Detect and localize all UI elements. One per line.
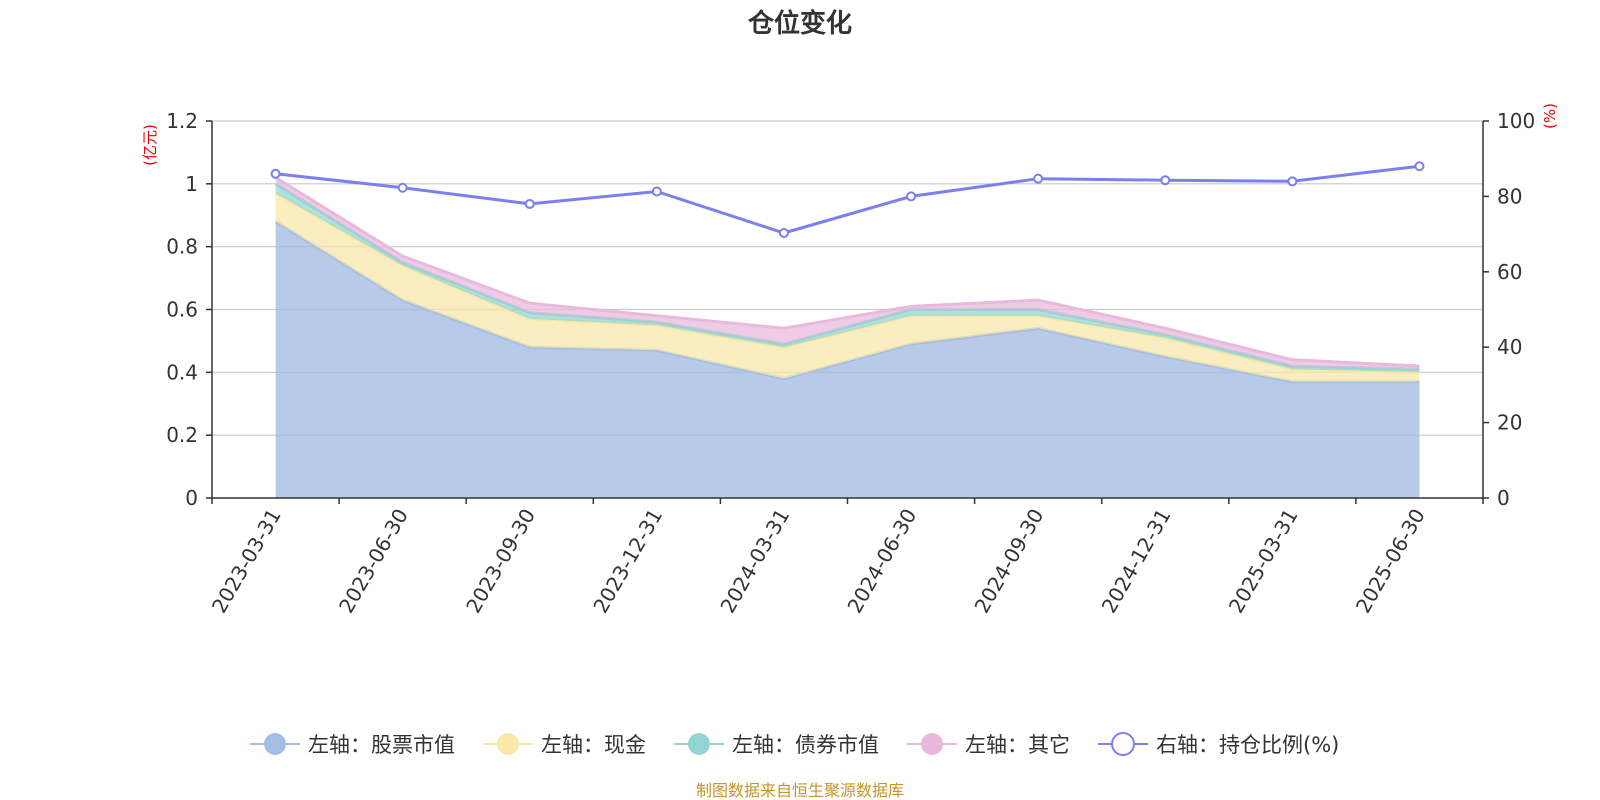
legend-marker — [497, 733, 519, 755]
ratio-point — [397, 182, 408, 193]
legend-item-bond[interactable]: 左轴：债券市值 — [674, 733, 879, 757]
stacked-areas — [274, 176, 1420, 498]
ratio-point — [651, 186, 662, 197]
left-tick-label: 1.2 — [166, 109, 198, 133]
left-tick-label: 1 — [185, 172, 198, 196]
source-note: 制图数据来自恒生聚源数据库 — [696, 781, 904, 800]
legend-label: 左轴：股票市值 — [308, 733, 455, 757]
area-cash — [275, 193, 1420, 382]
right-tick-label: 60 — [1497, 260, 1522, 284]
x-tick-label: 2024-09-30 — [970, 505, 1049, 618]
right-tick-label: 100 — [1497, 109, 1535, 133]
legend-item-stock[interactable]: 左轴：股票市值 — [250, 733, 455, 757]
legend-marker — [921, 733, 943, 755]
ratio-line — [275, 164, 1420, 235]
legend-label: 右轴：持仓比例(%) — [1156, 733, 1339, 757]
ratio-point — [1160, 175, 1171, 186]
area-edge-other — [274, 176, 1420, 368]
ratio-point — [1287, 176, 1298, 187]
right-tick-label: 80 — [1497, 184, 1522, 208]
left-axis-ticks: 0 0.2 0.4 0.6 0.8 1 1.2 — [166, 109, 212, 510]
left-tick-label: 0.4 — [166, 360, 198, 384]
legend-marker — [264, 733, 286, 755]
ratio-point — [778, 227, 789, 238]
x-tick-label: 2024-03-31 — [715, 505, 794, 618]
legend-label: 左轴：债券市值 — [732, 733, 879, 757]
ratio-line-group — [270, 161, 1425, 238]
left-axis-unit: (亿元) — [141, 124, 159, 166]
x-tick-label: 2025-06-30 — [1351, 505, 1430, 618]
right-tick-label: 20 — [1497, 411, 1522, 435]
chart-title: 仓位变化 — [747, 8, 852, 39]
x-axis-ticks: 2023-03-31 2023-06-30 2023-09-30 2023-12-31… — [207, 498, 1484, 618]
legend-marker — [1111, 732, 1135, 756]
right-axis-unit: (%) — [1541, 103, 1559, 129]
legend-item-ratio[interactable]: 右轴：持仓比例(%) — [1098, 732, 1339, 757]
x-tick-label: 2023-06-30 — [334, 505, 413, 618]
area-stock — [275, 221, 1420, 498]
legend-label: 左轴：其它 — [965, 733, 1070, 757]
ratio-point — [1414, 161, 1425, 172]
x-tick-label: 2023-03-31 — [207, 505, 286, 618]
x-tick-label: 2024-12-31 — [1097, 505, 1176, 618]
right-tick-label: 40 — [1497, 335, 1522, 359]
ratio-point — [270, 168, 281, 179]
left-tick-label: 0 — [185, 486, 198, 510]
ratio-point — [1033, 173, 1044, 184]
ratio-point — [524, 198, 535, 209]
legend: 左轴：股票市值 左轴：现金 左轴：债券市值 左轴：其它 右轴：持仓比例(%) — [250, 732, 1339, 757]
ratio-point — [906, 191, 917, 202]
legend-item-other[interactable]: 左轴：其它 — [907, 733, 1070, 757]
legend-marker — [688, 733, 710, 755]
left-tick-label: 0.2 — [166, 423, 198, 447]
x-tick-label: 2025-03-31 — [1224, 505, 1303, 618]
right-tick-label: 0 — [1497, 486, 1510, 510]
x-tick-label: 2024-06-30 — [842, 505, 921, 618]
left-tick-label: 0.8 — [166, 235, 198, 259]
right-axis-ticks: 0 20 40 60 80 100 — [1483, 109, 1535, 510]
legend-label: 左轴：现金 — [541, 733, 646, 757]
x-tick-label: 2023-09-30 — [461, 505, 540, 618]
x-tick-label: 2023-12-31 — [588, 505, 667, 618]
left-tick-label: 0.6 — [166, 298, 198, 322]
legend-item-cash[interactable]: 左轴：现金 — [483, 733, 646, 757]
